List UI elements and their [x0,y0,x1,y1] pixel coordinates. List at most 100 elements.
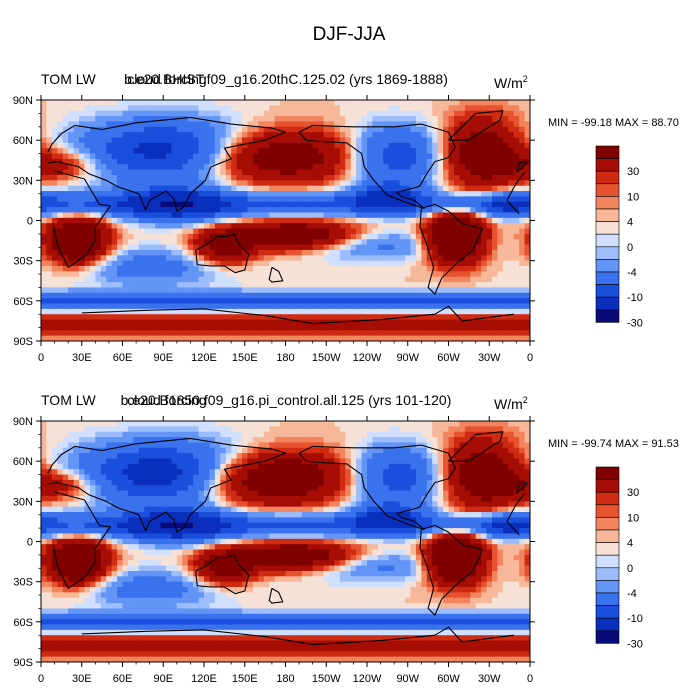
field-cell [508,217,515,224]
field-cell [182,164,189,171]
field-cell [214,239,221,246]
field-cell [252,158,259,165]
field-cell [204,426,211,433]
field-cell [394,276,401,283]
field-cell [339,437,346,444]
field-cell [51,110,58,117]
field-cell [415,421,422,427]
field-cell [46,287,53,294]
field-cell [394,319,401,326]
field-cell [464,276,471,283]
field-cell [117,287,124,294]
field-cell [405,228,412,235]
field-cell [421,447,428,454]
field-cell [394,442,401,449]
field-cell [377,110,384,117]
field-cell [464,142,471,149]
field-cell [399,185,406,192]
field-cell [323,453,330,460]
field-cell [432,447,439,454]
field-cell [410,207,417,214]
field-cell [193,298,200,305]
field-cell [263,426,270,433]
field-cell [475,126,482,133]
field-cell [209,292,216,299]
field-cell [339,126,346,133]
field-cell [133,271,140,278]
field-cell [486,287,493,294]
field-cell [334,447,341,454]
field-cell [176,249,183,256]
field-cell [68,447,75,454]
field-cell [339,239,346,246]
field-cell [356,463,363,470]
field-cell [399,207,406,214]
field-cell [356,249,363,256]
field-cell [508,442,515,449]
field-cell [410,260,417,267]
field-cell [214,191,221,197]
field-cell [138,437,145,444]
field-cell [187,437,194,444]
field-cell [274,142,281,149]
field-cell [62,266,69,272]
field-cell [377,447,384,454]
field-cell [117,292,124,299]
field-cell [242,116,249,123]
field-cell [312,116,319,123]
field-cell [290,260,297,267]
field-cell [204,105,211,112]
field-cell [236,282,243,289]
field-cell [339,282,346,289]
field-cell [437,431,444,438]
field-cell [421,255,428,262]
field-cell [127,116,134,123]
field-cell [453,266,460,272]
field-cell [491,164,498,171]
field-cell [252,442,259,449]
field-cell [361,239,368,246]
field-cell [426,308,433,315]
field-cell [388,169,395,176]
field-cell [144,196,151,203]
field-cell [122,447,129,454]
field-cell [443,330,450,337]
field-cell [290,282,297,289]
field-cell [443,228,450,235]
field-cell [524,255,530,262]
field-cell [106,447,113,454]
field-cell [100,453,107,460]
field-cell [187,287,194,294]
field-cell [350,458,357,465]
field-cell [502,266,509,272]
field-cell [247,447,254,454]
field-cell [497,314,504,321]
field-cell [263,142,270,149]
field-cell [464,105,471,112]
field-cell [448,158,455,165]
field-cell [79,442,86,449]
field-cell [111,303,118,310]
field-cell [100,249,107,256]
field-cell [464,185,471,192]
field-cell [464,244,471,251]
field-cell [225,335,232,341]
field-cell [89,158,96,165]
field-cell [475,228,482,235]
field-cell [312,442,319,449]
field-cell [486,282,493,289]
field-cell [231,292,238,299]
field-cell [280,223,287,230]
field-cell [122,169,129,176]
field-cell [513,137,520,144]
field-cell [356,110,363,117]
field-cell [383,180,390,187]
field-cell [410,217,417,224]
field-cell [209,207,216,214]
field-cell [214,158,221,165]
field-cell [513,287,520,294]
field-cell [51,153,58,160]
field-cell [127,158,134,165]
field-cell [182,431,189,438]
field-cell [84,100,91,106]
